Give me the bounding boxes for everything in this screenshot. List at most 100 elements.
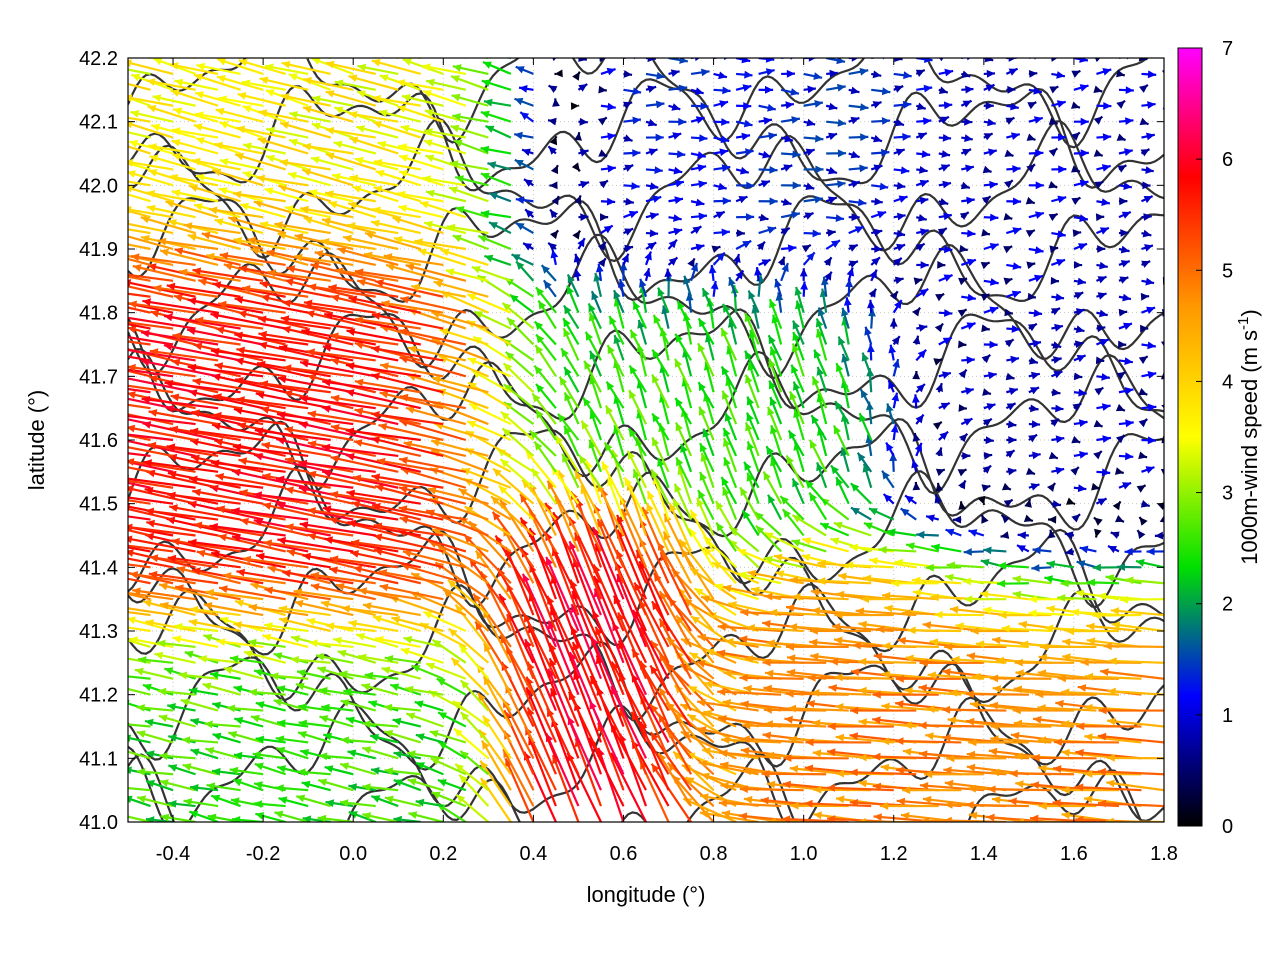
wind-arrow: [849, 226, 864, 233]
wind-arrow: [574, 132, 582, 141]
wind-arrow: [1074, 325, 1085, 333]
wind-arrow: [669, 56, 688, 64]
wind-arrow: [80, 285, 151, 297]
wind-arrow: [691, 244, 704, 252]
wind-arrow: [1017, 545, 1029, 552]
wind-arrow: [804, 119, 816, 127]
wind-arrow: [1073, 229, 1082, 237]
wind-arrow: [518, 49, 533, 58]
x-tick-label: 1.4: [970, 843, 998, 865]
wind-arrow: [759, 151, 771, 159]
wind-arrow: [303, 106, 353, 122]
wind-arrow: [599, 180, 608, 188]
wind-arrow: [1026, 197, 1035, 205]
wind-arrow: [935, 324, 943, 333]
wind-arrow: [1096, 68, 1111, 76]
wind-arrow: [254, 200, 308, 217]
wind-arrow: [1074, 373, 1082, 381]
wind-arrow: [894, 133, 911, 141]
colorbar-tick-label: 3: [1222, 483, 1233, 505]
wind-arrow: [984, 70, 995, 78]
wind-arrow: [781, 116, 800, 124]
y-tick-label: 42.1: [79, 112, 118, 134]
wind-arrow: [606, 406, 624, 441]
wind-arrow: [800, 268, 808, 281]
wind-arrow: [809, 493, 826, 520]
wind-arrow: [1048, 516, 1056, 524]
wind-arrow: [1164, 214, 1173, 222]
wind-arrow: [1096, 499, 1106, 506]
wind-arrow: [601, 103, 616, 111]
wind-arrow: [1051, 230, 1065, 238]
colorbar-title: 1000m-wind speed (m s-1): [1235, 309, 1262, 564]
wind-arrow: [826, 180, 845, 188]
wind-arrow: [1029, 483, 1040, 491]
wind-arrow: [804, 72, 822, 80]
wind-arrow: [804, 135, 824, 143]
wind-arrow: [916, 415, 924, 425]
wind-arrow: [958, 501, 966, 510]
wind-arrow: [78, 91, 128, 106]
wind-arrow: [601, 226, 613, 234]
wind-arrow: [1002, 483, 1011, 490]
wind-arrow: [736, 84, 751, 92]
wind-arrow: [1141, 196, 1152, 203]
wind-arrow: [961, 53, 974, 61]
wind-arrow: [1141, 342, 1155, 350]
wind-arrow: [939, 69, 953, 77]
wind-arrow: [1051, 389, 1060, 397]
wind-arrow: [53, 328, 128, 345]
wind-arrow: [484, 50, 511, 58]
wind-arrow: [487, 161, 510, 169]
wind-arrow: [254, 800, 286, 808]
wind-arrow: [552, 98, 560, 107]
wind-arrow: [691, 69, 710, 77]
wind-arrow: [691, 53, 703, 61]
wind-arrow: [1051, 467, 1064, 475]
wind-arrow: [781, 70, 795, 78]
wind-arrow: [1116, 101, 1125, 109]
wind-arrow: [735, 270, 743, 280]
wind-arrow: [525, 209, 534, 217]
wind-arrow: [1119, 86, 1134, 94]
wind-arrow: [1096, 164, 1110, 172]
wind-arrow: [826, 133, 837, 140]
y-tick-label: 41.3: [79, 621, 118, 643]
wind-arrow: [804, 183, 815, 191]
wind-arrow: [849, 87, 860, 95]
wind-arrow: [646, 85, 656, 93]
wind-arrow: [1006, 388, 1017, 396]
wind-arrow: [1006, 198, 1021, 206]
wind-arrow: [623, 134, 632, 141]
y-tick-label: 41.8: [79, 303, 118, 325]
wind-arrow: [399, 170, 443, 185]
wind-arrow: [92, 670, 128, 679]
wind-arrow: [1139, 356, 1148, 364]
wind-arrow: [176, 42, 219, 58]
wind-arrow: [1004, 213, 1013, 221]
wind-arrow: [427, 43, 466, 58]
wind-arrow: [380, 48, 420, 58]
wind-arrow: [882, 471, 894, 488]
wind-arrow: [759, 117, 772, 125]
wind-arrow: [669, 214, 682, 222]
wind-arrow: [1074, 419, 1088, 427]
wind-arrow: [81, 202, 129, 218]
wind-arrow: [783, 509, 804, 535]
wind-arrow: [168, 764, 195, 774]
wind-arrow: [709, 265, 717, 281]
wind-arrow: [1096, 373, 1109, 381]
wind-arrow: [759, 180, 770, 187]
wind-arrow: [1029, 70, 1037, 78]
wind-arrow: [1074, 278, 1086, 286]
wind-arrow: [939, 150, 950, 158]
wind-arrow: [1096, 435, 1110, 443]
wind-arrow: [1006, 420, 1016, 428]
wind-arrow: [1139, 419, 1148, 427]
wind-arrow: [346, 428, 421, 441]
wind-arrow: [489, 192, 511, 201]
wind-arrow: [781, 101, 794, 109]
wind-arrow: [484, 255, 510, 265]
wind-arrow: [1141, 371, 1156, 379]
wind-arrow: [608, 345, 624, 376]
